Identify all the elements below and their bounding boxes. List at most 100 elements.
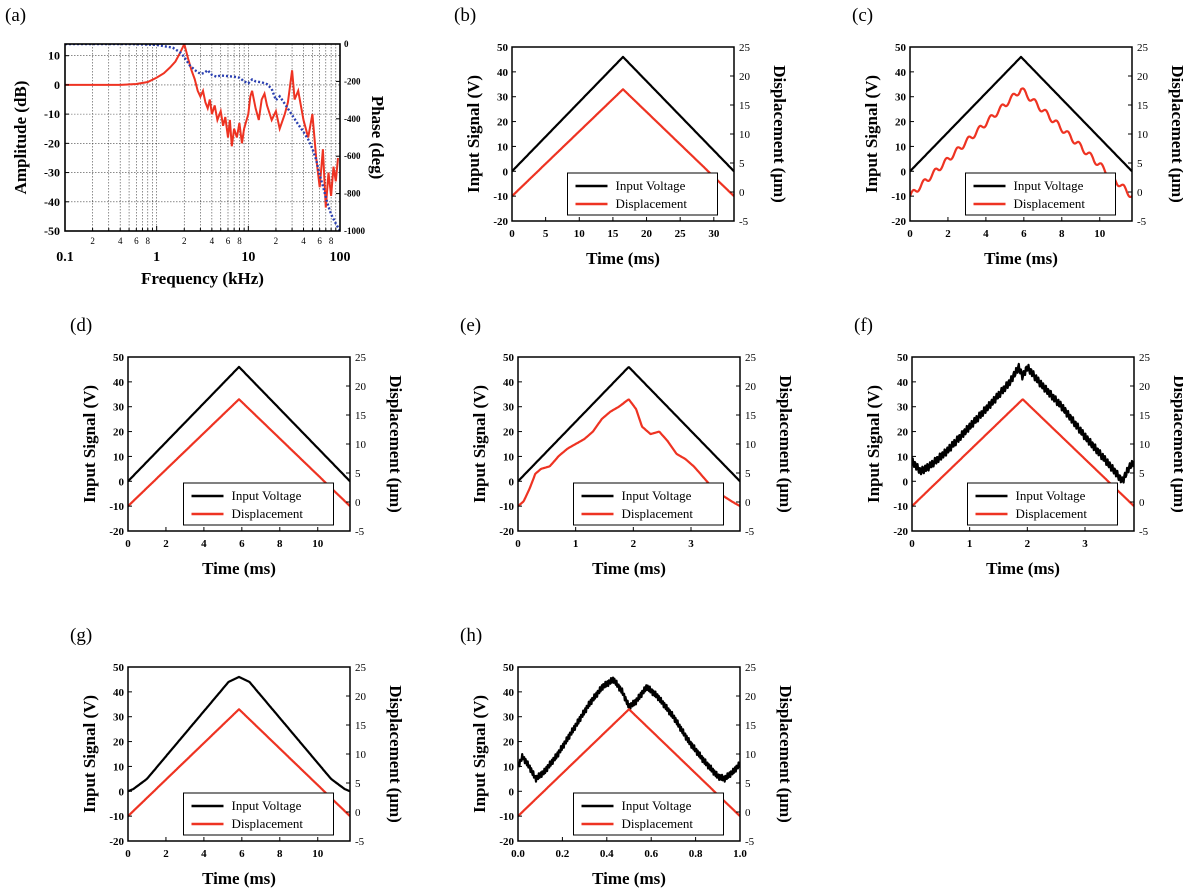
y2-tick-label: 15: [355, 720, 367, 732]
y2-tick-label: -400: [344, 114, 361, 124]
x-axis-title: Frequency (kHz): [141, 269, 264, 288]
x-tick-label: 1: [573, 538, 579, 550]
x-tick-label: 2: [631, 538, 637, 550]
y2-tick-label: -5: [745, 836, 755, 848]
x-tick-label: 3: [688, 538, 694, 550]
y-tick-label: 10: [48, 49, 60, 63]
panel-h: (h)0.0 0.2 0.4 0.6 0.8 1.0-20-1001020304050-5…: [460, 625, 795, 888]
x-tick-label: 5: [543, 228, 549, 240]
legend-label: Displacement: [1014, 196, 1086, 211]
y-tick-label: -10: [109, 811, 124, 823]
panel-label: (d): [70, 315, 92, 336]
y-tick-label: 10: [897, 451, 909, 463]
x-tick-label: 4: [201, 848, 207, 860]
y-tick-label: -20: [109, 526, 124, 538]
displacement-line: [910, 87, 1132, 198]
y-tick-label: 20: [897, 427, 909, 439]
x-tick-label: 30: [708, 228, 720, 240]
input-voltage-line: [128, 675, 350, 793]
y-tick-label: 40: [503, 687, 515, 699]
legend-box: [567, 172, 718, 216]
y2-tick-label: 25: [355, 352, 367, 364]
y2-axis-title: Phase (deg): [368, 96, 387, 180]
x-tick-label: 2: [90, 236, 95, 246]
x-tick-label: 10: [574, 228, 586, 240]
phase-series: [65, 44, 340, 231]
legend-box: [573, 792, 724, 836]
y-tick-label: 0: [119, 476, 125, 488]
y-tick-label: 0: [901, 166, 907, 178]
y2-axis-title: Displacement (μm): [386, 375, 405, 513]
legend-label: Displacement: [622, 816, 694, 831]
x-tick-label: 8: [329, 236, 334, 246]
panel-label: (c): [852, 5, 873, 26]
input-voltage-line: [912, 362, 1134, 484]
y-tick-label: 40: [895, 67, 907, 79]
x-tick-label: 1: [153, 250, 160, 265]
y2-tick-label: 10: [355, 749, 367, 761]
y2-tick-label: 10: [745, 439, 757, 451]
y2-tick-label: 15: [745, 720, 757, 732]
x-tick-label: 100: [330, 250, 351, 265]
y-tick-label: -40: [44, 195, 60, 209]
y2-tick-label: -5: [355, 836, 365, 848]
y2-tick-label: 15: [355, 410, 367, 422]
y-tick-label: 20: [113, 427, 125, 439]
panel-label: (e): [460, 315, 481, 336]
y2-tick-label: -5: [739, 216, 749, 228]
x-tick-label: 2: [163, 538, 169, 550]
y-tick-label: 20: [497, 117, 509, 129]
panel-b: (b) 0 5 10 15 20 25 30 -20 -10 0 10 20 30 40 50 -5 0 5 10 15…: [454, 5, 789, 268]
y2-axis-title: Displacement (μm): [1170, 375, 1183, 513]
y2-tick-label: 15: [1139, 410, 1151, 422]
y-tick-label: 30: [897, 402, 909, 414]
x-tick-label: 0.6: [644, 848, 658, 860]
displacement-line: [912, 398, 1134, 507]
legend-box: [183, 482, 334, 526]
input-voltage-line: [128, 365, 350, 483]
y-tick-label: -20: [109, 836, 124, 848]
legend-label: Input Voltage: [616, 178, 686, 193]
y2-axis-title: Displacement (μm): [770, 65, 789, 203]
x-tick-label: 10: [312, 538, 324, 550]
x-tick-label: 4: [118, 236, 123, 246]
y-tick-label: -10: [493, 191, 508, 203]
panel-f: (f) 0 1 2 3 -20 -10 0 10 20 30 40 50 -5 0 5 10 15 20 25 Inpu…: [854, 315, 1183, 578]
y-tick-label: 30: [503, 402, 515, 414]
displacement-line: [128, 708, 350, 817]
displacement-line: [128, 398, 350, 507]
x-tick-label: 8: [1059, 228, 1065, 240]
y2-tick-label: 20: [355, 381, 367, 393]
y2-tick-label: 10: [739, 129, 751, 141]
y-tick-label: -20: [499, 526, 514, 538]
y-axis-title: Input Signal (V): [862, 75, 881, 193]
y2-tick-label: 20: [745, 691, 757, 703]
legend-label: Displacement: [1016, 506, 1088, 521]
x-tick-label: 10: [241, 250, 255, 265]
panel-label: (f): [854, 315, 873, 336]
legend-label: Input Voltage: [232, 488, 302, 503]
y2-tick-label: 25: [745, 662, 757, 674]
input-voltage-line: [910, 55, 1132, 173]
y2-tick-label: 5: [1139, 468, 1145, 480]
y2-tick-label: 15: [1137, 100, 1149, 112]
y-tick-label: 30: [497, 92, 509, 104]
y2-tick-label: 0: [739, 187, 745, 199]
x-axis-title: Time (ms): [986, 559, 1060, 578]
y-tick-label: -20: [44, 136, 60, 150]
legend-label: Displacement: [232, 506, 304, 521]
y2-tick-label: 20: [739, 71, 751, 83]
x-tick-label: 0.4: [600, 848, 614, 860]
x-tick-label: 4: [210, 236, 215, 246]
y2-tick-label: 0: [355, 497, 361, 509]
y2-tick-label: 25: [745, 352, 757, 364]
y2-tick-label: 15: [745, 410, 757, 422]
x-tick-label: 10: [312, 848, 324, 860]
y-tick-label: -30: [44, 166, 60, 180]
y2-tick-label: 5: [355, 468, 361, 480]
displacement-line: [518, 398, 740, 508]
y-tick-label: 30: [113, 712, 125, 724]
y-tick-label: 10: [113, 451, 125, 463]
